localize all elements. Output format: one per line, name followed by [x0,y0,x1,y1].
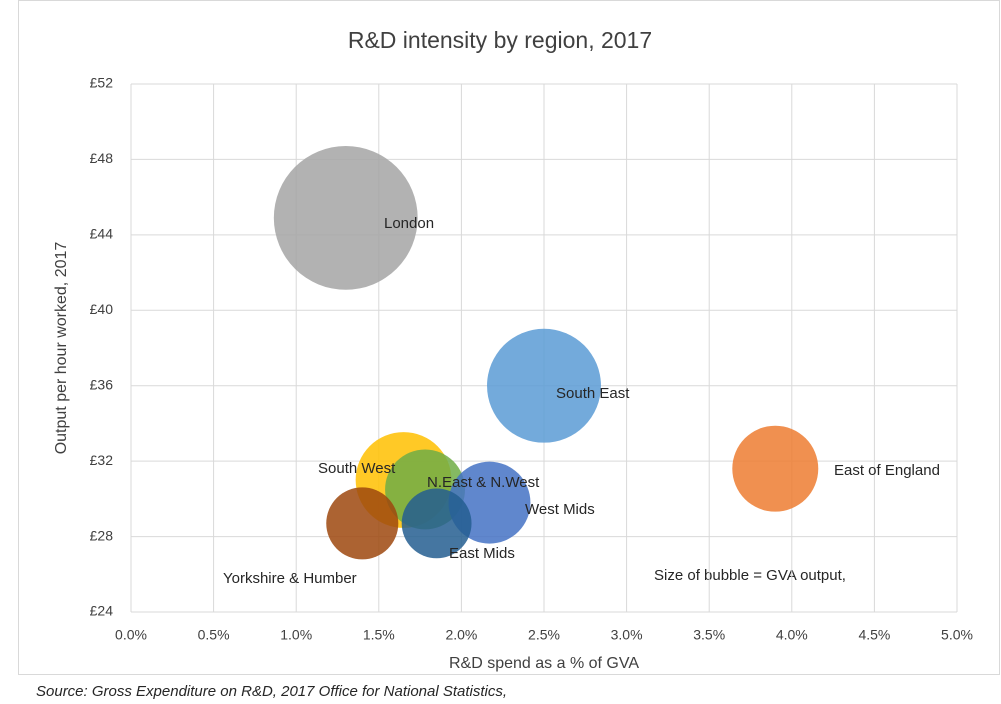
x-tick-label: 0.0% [115,627,147,643]
x-axis-label: R&D spend as a % of GVA [449,655,639,672]
chart-border [18,0,1000,675]
chart-title: R&D intensity by region, 2017 [348,27,652,53]
bubble-label: West Mids [525,501,595,518]
x-tick-label: 3.5% [693,627,725,643]
y-tick-label: £32 [90,452,114,468]
y-tick-label: £24 [90,603,114,619]
bubble-label: Yorkshire & Humber [223,570,357,587]
bubble-label: East of England [834,462,940,479]
bubble [401,488,472,559]
y-tick-label: £52 [90,75,114,91]
x-tick-label: 4.0% [776,627,808,643]
y-tick-label: £44 [90,226,114,242]
bubble [487,328,601,443]
x-tick-label: 2.5% [528,627,560,643]
bubble [273,145,418,290]
y-tick-label: £36 [90,376,114,392]
y-tick-label: £28 [90,527,114,543]
x-tick-label: 1.0% [280,627,312,643]
x-tick-label: 5.0% [941,627,973,643]
bubble-label: East Mids [449,545,515,562]
source-note: Source: Gross Expenditure on R&D, 2017 O… [36,683,507,700]
bubble-label: South West [318,460,396,477]
y-axis-label: Output per hour worked, 2017 [53,242,70,455]
bubble [326,487,399,560]
x-tick-label: 4.5% [858,627,890,643]
bubble-label: South East [556,385,630,402]
bubble-label: London [384,215,434,232]
x-tick-label: 3.0% [611,627,643,643]
bubble-label: N.East & N.West [427,474,540,491]
y-tick-label: £40 [90,301,114,317]
x-tick-label: 1.5% [363,627,395,643]
x-tick-label: 2.0% [445,627,477,643]
x-tick-label: 0.5% [198,627,230,643]
bubble [732,425,819,512]
annotation: Size of bubble = GVA output, [654,567,846,584]
y-tick-label: £48 [90,150,114,166]
